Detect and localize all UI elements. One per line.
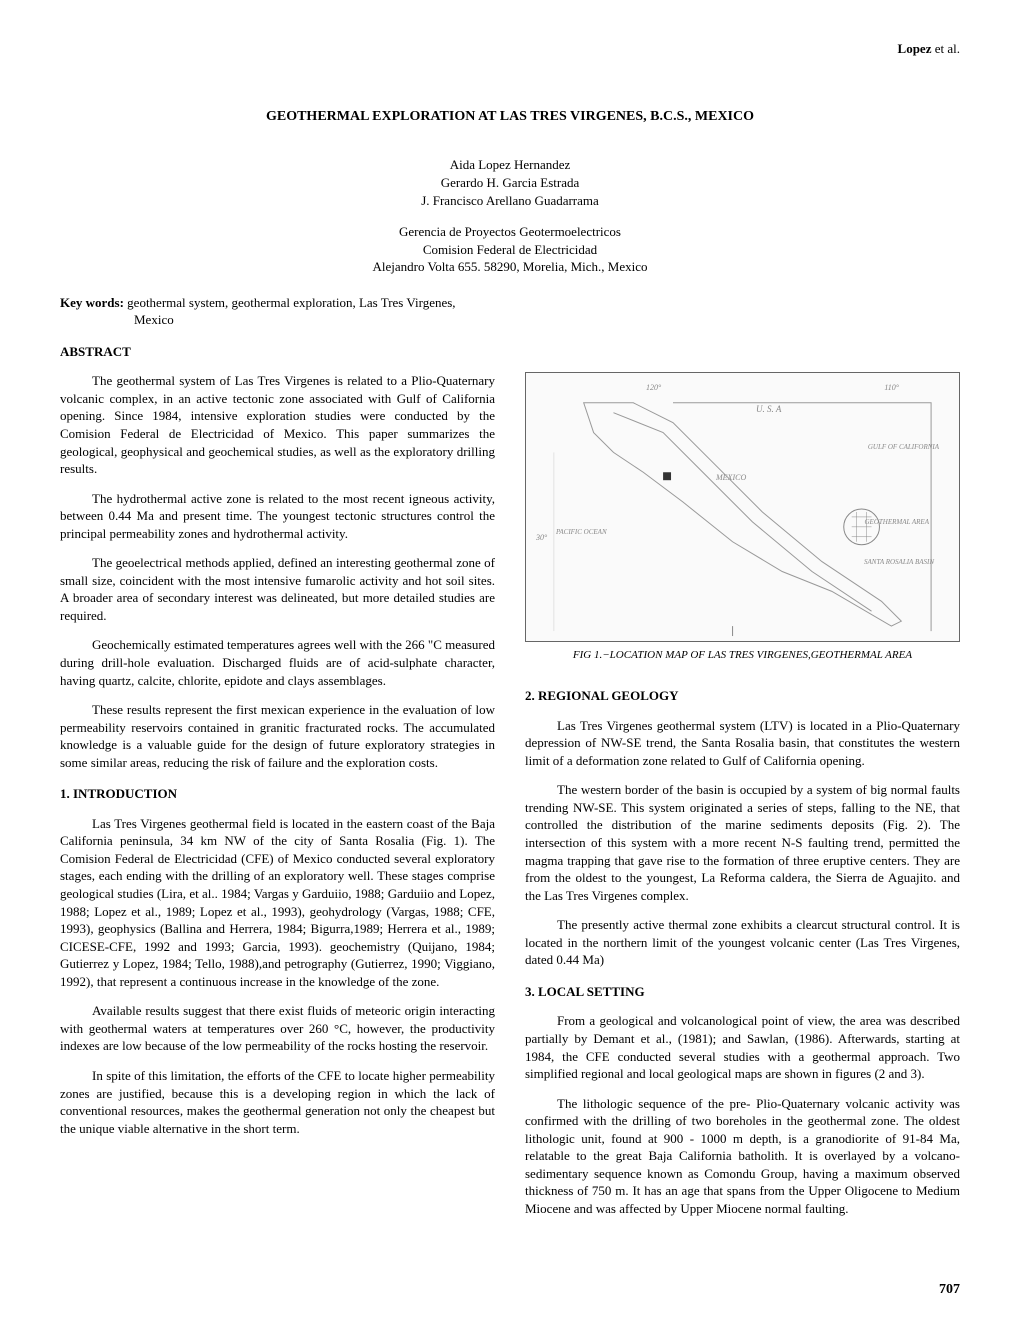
paper-title: GEOTHERMAL EXPLORATION AT LAS TRES VIRGE… [60,108,960,127]
map-label-lat: 30° [536,533,547,544]
baja-outline [584,403,902,626]
gulf-line [613,413,871,612]
map-label-lon2: 110° [884,383,899,394]
affiliation-line-1: Gerencia de Proyectos Geotermoelectricos [60,223,960,241]
section-2-paragraph-2: The western border of the basin is occup… [525,781,960,904]
intro-paragraph-3: In spite of this limitation, the efforts… [60,1067,495,1137]
abstract-paragraph-5: These results represent the first mexica… [60,701,495,771]
author-line-2: Gerardo H. Garcia Estrada [60,174,960,192]
right-column: U. S. A GULF OF CALIFORNIA MEXICO PACIFI… [525,372,960,1229]
affiliation-block: Gerencia de Proyectos Geotermoelectricos… [60,223,960,276]
map-label-santa: SANTA ROSALIA BASIN [864,558,934,567]
keywords-label: Key words: [60,295,124,310]
author-line-3: J. Francisco Arellano Guadarrama [60,192,960,210]
section-3-paragraph-1: From a geological and volcanological poi… [525,1012,960,1082]
keywords-text: geothermal system, geothermal exploratio… [124,295,456,310]
map-label-gulf: GULF OF CALIFORNIA [868,443,939,452]
section-3-paragraph-2: The lithologic sequence of the pre- Plio… [525,1095,960,1218]
mainland-outline [673,403,931,631]
section-2-paragraph-1: Las Tres Virgenes geothermal system (LTV… [525,717,960,770]
figure-1-caption: FIG 1.−LOCATION MAP OF LAS TRES VIRGENES… [525,648,960,663]
affiliation-line-3: Alejandro Volta 655. 58290, Morelia, Mic… [60,258,960,276]
map-label-usa: U. S. A [756,403,781,415]
map-label-pacific: PACIFIC OCEAN [556,528,607,537]
abstract-paragraph-2: The hydrothermal active zone is related … [60,490,495,543]
map-label-geothermal: GEOTHERMAL AREA [865,518,930,527]
section-1-heading: 1. INTRODUCTION [60,785,495,803]
page-number: 707 [939,1281,960,1300]
running-head-bold: Lopez [898,41,932,56]
marker-square [663,473,671,481]
left-column: The geothermal system of Las Tres Virgen… [60,372,495,1229]
keywords-text-2: Mexico [60,311,960,329]
author-line-1: Aida Lopez Hernandez [60,156,960,174]
running-head-author: Lopez et al. [60,40,960,58]
running-head-rest: et al. [931,41,960,56]
affiliation-line-2: Comision Federal de Electricidad [60,241,960,259]
map-label-mexico: MEXICO [716,473,746,484]
map-label-lon1: 120° [646,383,661,394]
abstract-paragraph-4: Geochemically estimated temperatures agr… [60,636,495,689]
authors-block: Aida Lopez Hernandez Gerardo H. Garcia E… [60,156,960,209]
intro-paragraph-1: Las Tres Virgenes geothermal field is lo… [60,815,495,990]
section-3-heading: 3. LOCAL SETTING [525,983,960,1001]
section-2-paragraph-3: The presently active thermal zone exhibi… [525,916,960,969]
abstract-heading: ABSTRACT [60,343,960,361]
keywords-block: Key words: geothermal system, geothermal… [60,294,960,329]
abstract-paragraph-3: The geoelectrical methods applied, defin… [60,554,495,624]
figure-1-map: U. S. A GULF OF CALIFORNIA MEXICO PACIFI… [525,372,960,642]
two-column-layout: The geothermal system of Las Tres Virgen… [60,372,960,1229]
abstract-paragraph-1: The geothermal system of Las Tres Virgen… [60,372,495,477]
location-map-svg [526,373,959,641]
section-2-heading: 2. REGIONAL GEOLOGY [525,687,960,705]
intro-paragraph-2: Available results suggest that there exi… [60,1002,495,1055]
